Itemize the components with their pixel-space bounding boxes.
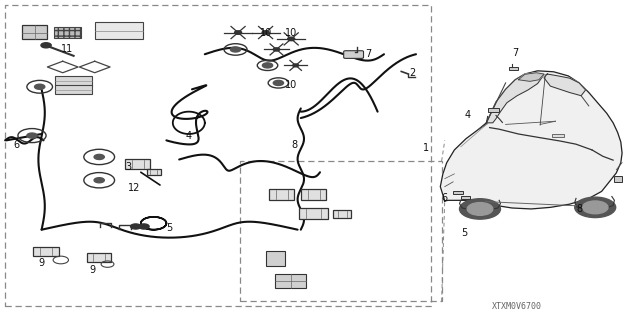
Bar [300,208,328,219]
Text: 3: 3 [125,162,131,173]
Text: 5: 5 [461,228,467,238]
Bar [275,274,306,288]
Circle shape [94,178,104,183]
Text: 11: 11 [61,44,74,55]
Bar [240,161,442,301]
Text: 5: 5 [166,223,173,233]
Polygon shape [518,73,544,81]
Bar [552,134,564,137]
Text: 4: 4 [464,110,470,120]
Bar [333,210,351,218]
Bar [87,253,111,262]
Text: 10: 10 [259,28,272,39]
Text: 9: 9 [90,264,96,275]
Text: 10: 10 [285,28,298,39]
Bar [269,189,294,200]
Bar [125,159,150,169]
Bar [266,251,285,266]
Circle shape [262,63,273,68]
Bar [33,247,59,256]
Circle shape [575,197,616,218]
Text: 6: 6 [13,140,19,150]
Bar [488,108,499,112]
Circle shape [262,31,269,34]
Text: 7: 7 [365,49,371,59]
Bar [55,85,92,94]
Circle shape [131,224,141,229]
Polygon shape [544,74,586,96]
Bar [453,191,463,194]
Bar [22,25,47,39]
Text: 10: 10 [285,79,298,90]
Circle shape [273,48,280,51]
Text: 8: 8 [576,204,582,214]
Text: 6: 6 [442,193,448,203]
Bar [147,169,161,175]
Text: 9: 9 [38,258,45,268]
Circle shape [94,154,104,160]
Circle shape [234,31,242,34]
Text: 1: 1 [422,143,429,153]
Bar [509,67,518,70]
Circle shape [467,203,493,215]
Bar [301,189,326,200]
Bar [95,22,143,39]
Polygon shape [486,73,544,123]
Bar [461,196,470,199]
Circle shape [139,224,149,229]
Polygon shape [440,71,622,209]
Text: 8: 8 [291,140,298,150]
FancyBboxPatch shape [344,51,364,58]
Circle shape [230,47,241,52]
Bar [54,27,81,38]
Circle shape [27,133,37,138]
Bar [5,5,431,306]
Text: 12: 12 [128,183,141,193]
Circle shape [35,84,45,89]
Circle shape [41,43,51,48]
Circle shape [288,37,294,41]
Text: 4: 4 [186,130,192,141]
Bar [55,76,92,86]
Text: 2: 2 [410,68,416,78]
Text: XTXM0V6700: XTXM0V6700 [492,302,542,311]
Circle shape [273,80,284,85]
Circle shape [293,64,298,67]
Bar [614,176,622,182]
Circle shape [460,199,500,219]
Text: 7: 7 [512,48,518,58]
Circle shape [582,201,608,214]
